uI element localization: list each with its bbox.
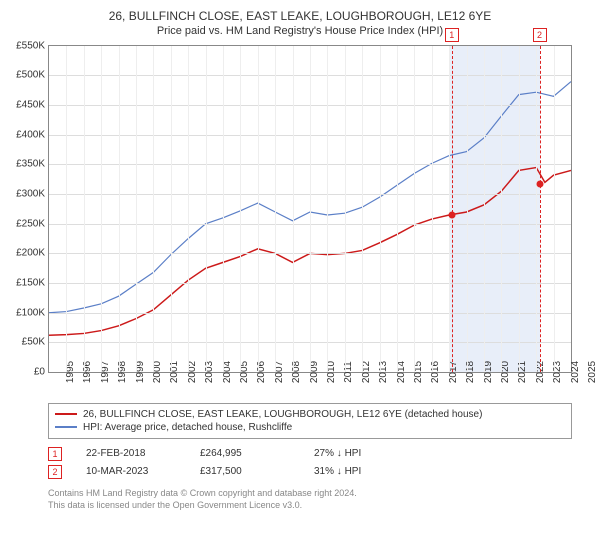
y-axis-label: £550K [16,40,49,51]
x-gridline [484,46,485,372]
footer-attribution: Contains HM Land Registry data © Crown c… [48,487,572,512]
y-axis-label: £250K [16,218,49,229]
event-price: £264,995 [200,448,290,459]
y-axis-label: £450K [16,100,49,111]
event-delta: 31% ↓ HPI [314,466,404,477]
chart-subtitle: Price paid vs. HM Land Registry's House … [0,25,600,41]
x-axis-label: 2025 [557,361,598,383]
plot-area: £0£50K£100K£150K£200K£250K£300K£350K£400… [48,45,572,373]
event-date: 22-FEB-2018 [86,448,176,459]
x-gridline [536,46,537,372]
x-gridline [171,46,172,372]
x-gridline [240,46,241,372]
x-gridline [136,46,137,372]
y-axis-label: £300K [16,188,49,199]
x-gridline [432,46,433,372]
event-marker [448,211,455,218]
x-gridline [501,46,502,372]
x-gridline [345,46,346,372]
x-gridline [66,46,67,372]
legend-label: HPI: Average price, detached house, Rush… [83,422,292,433]
x-gridline [380,46,381,372]
x-gridline [519,46,520,372]
event-delta: 27% ↓ HPI [314,448,404,459]
legend-box: 26, BULLFINCH CLOSE, EAST LEAKE, LOUGHBO… [48,403,572,439]
x-gridline [119,46,120,372]
event-line [540,46,541,372]
event-number-box: 1 [445,28,459,42]
legend-row: 26, BULLFINCH CLOSE, EAST LEAKE, LOUGHBO… [55,408,565,421]
x-gridline [554,46,555,372]
event-row-number: 1 [48,447,62,461]
x-gridline [275,46,276,372]
event-table: 1 22-FEB-2018 £264,995 27% ↓ HPI 2 10-MAR-202… [48,445,572,481]
y-axis-label: £150K [16,277,49,288]
x-gridline [414,46,415,372]
y-axis-label: £400K [16,129,49,140]
x-gridline [327,46,328,372]
y-axis-label: £500K [16,70,49,81]
chart-container: 26, BULLFINCH CLOSE, EAST LEAKE, LOUGHBO… [0,0,600,560]
legend-row: HPI: Average price, detached house, Rush… [55,421,565,434]
legend-swatch [55,426,77,428]
x-gridline [362,46,363,372]
event-date: 10-MAR-2023 [86,466,176,477]
y-axis-label: £350K [16,159,49,170]
event-row: 2 10-MAR-2023 £317,500 31% ↓ HPI [48,463,572,481]
event-row: 1 22-FEB-2018 £264,995 27% ↓ HPI [48,445,572,463]
chart-title: 26, BULLFINCH CLOSE, EAST LEAKE, LOUGHBO… [0,0,600,25]
footer-line-2: This data is licensed under the Open Gov… [48,499,572,512]
footer-line-1: Contains HM Land Registry data © Crown c… [48,487,572,500]
event-marker [536,180,543,187]
x-gridline [188,46,189,372]
event-number-box: 2 [533,28,547,42]
x-gridline [101,46,102,372]
event-row-number: 2 [48,465,62,479]
x-gridline [397,46,398,372]
x-gridline [153,46,154,372]
chart-area: £0£50K£100K£150K£200K£250K£300K£350K£400… [48,45,572,395]
x-gridline [84,46,85,372]
y-axis-label: £200K [16,248,49,259]
legend-swatch [55,413,77,415]
x-gridline [449,46,450,372]
x-gridline [223,46,224,372]
event-line [452,46,453,372]
x-gridline [258,46,259,372]
x-gridline [310,46,311,372]
x-gridline [467,46,468,372]
x-gridline [206,46,207,372]
legend-label: 26, BULLFINCH CLOSE, EAST LEAKE, LOUGHBO… [83,409,482,420]
x-gridline [293,46,294,372]
event-price: £317,500 [200,466,290,477]
y-axis-label: £50K [22,337,49,348]
y-axis-label: £100K [16,307,49,318]
